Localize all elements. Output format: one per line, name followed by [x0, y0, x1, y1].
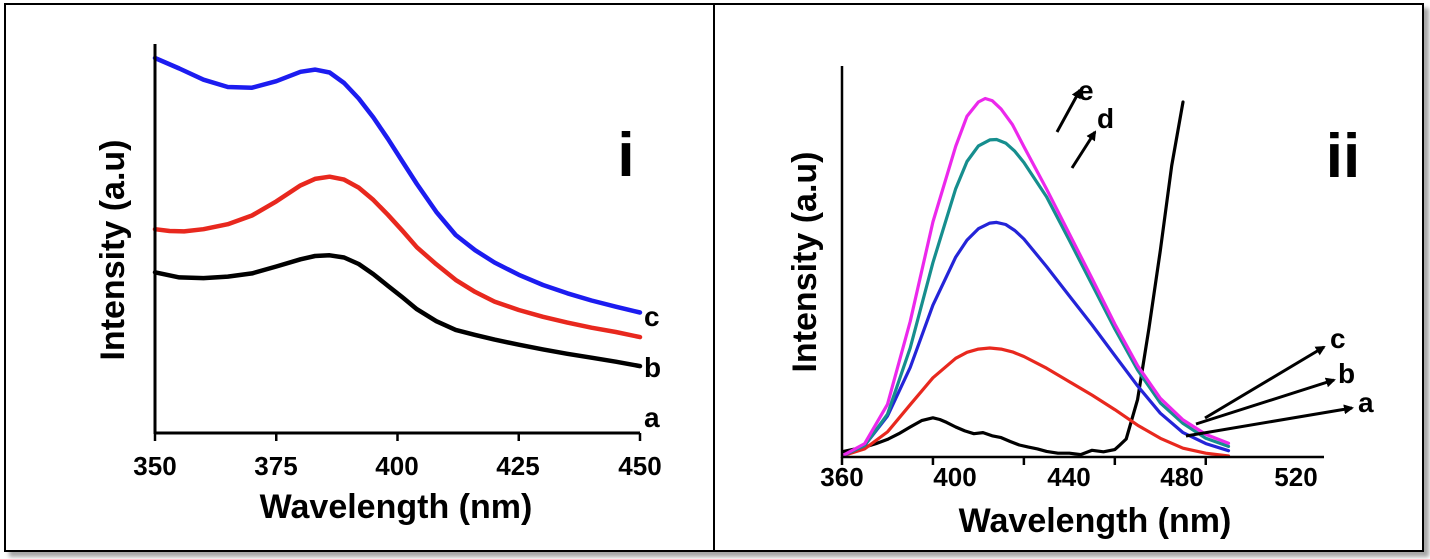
panel-ii-series-line-b	[842, 346, 1231, 458]
panel-i-series-line-a	[152, 253, 643, 369]
panel-ii-curve-label-d: d	[1097, 103, 1114, 134]
panel-ii-label: ii	[1326, 122, 1360, 191]
panel-i-tick-label: 350	[133, 451, 176, 481]
panel-ii-curve-label-c: c	[1330, 323, 1346, 354]
panel-ii-series-line-c	[842, 220, 1231, 458]
panel-i-series-line-b	[152, 174, 643, 340]
panel-ii-curve-label-e: e	[1078, 75, 1094, 106]
panel-ii-arrow-e	[1055, 88, 1082, 133]
panel-ii-tick-label: 480	[1160, 462, 1203, 492]
panel-ii-series-line-a	[842, 100, 1185, 457]
panel-i-tick-label: 425	[496, 451, 539, 481]
panel-i-x-axis-label: Wavelength (nm)	[260, 488, 533, 526]
panel-ii-arrow-d	[1070, 130, 1097, 169]
panel-i-tick-label: 450	[618, 451, 661, 481]
panel-ii-tick-label: 400	[933, 462, 976, 492]
panel-divider	[713, 3, 715, 552]
panel-ii-arrow-c	[1204, 345, 1326, 420]
panel-ii-arrow-b	[1195, 377, 1336, 426]
panel-ii-series-line-e	[842, 96, 1231, 458]
panel-i-curve-label-b: b	[644, 352, 661, 383]
panel-i-y-axis-label: Intensity (a.u)	[94, 139, 132, 360]
panel-i-series-line-c	[152, 55, 643, 315]
panel-i-label: i	[617, 121, 634, 190]
panel-ii-curve-label-b: b	[1338, 358, 1355, 389]
panel-i-curve-label-a: a	[644, 402, 660, 433]
panel-ii-tick-label: 360	[820, 462, 863, 492]
panel-ii: 360 400 440 480 520 Wavelength (nm) Inte…	[786, 66, 1374, 540]
panel-ii-series-line-d	[842, 137, 1231, 458]
panel-i-curve-label-c: c	[644, 301, 660, 332]
panel-ii-y-axis-label: Intensity (a.u)	[786, 151, 824, 372]
panel-ii-tick-label: 520	[1274, 462, 1317, 492]
panel-i: 350 375 400 425 450 Wavelength (nm) Inte…	[94, 44, 662, 526]
panel-ii-x-axis-label: Wavelength (nm)	[959, 502, 1232, 540]
panel-ii-arrow-a	[1185, 404, 1354, 438]
panel-i-tick-label: 375	[254, 451, 297, 481]
panel-ii-curve-label-a: a	[1358, 387, 1374, 418]
panel-i-tick-label: 400	[375, 451, 418, 481]
panel-ii-tick-label: 440	[1047, 462, 1090, 492]
